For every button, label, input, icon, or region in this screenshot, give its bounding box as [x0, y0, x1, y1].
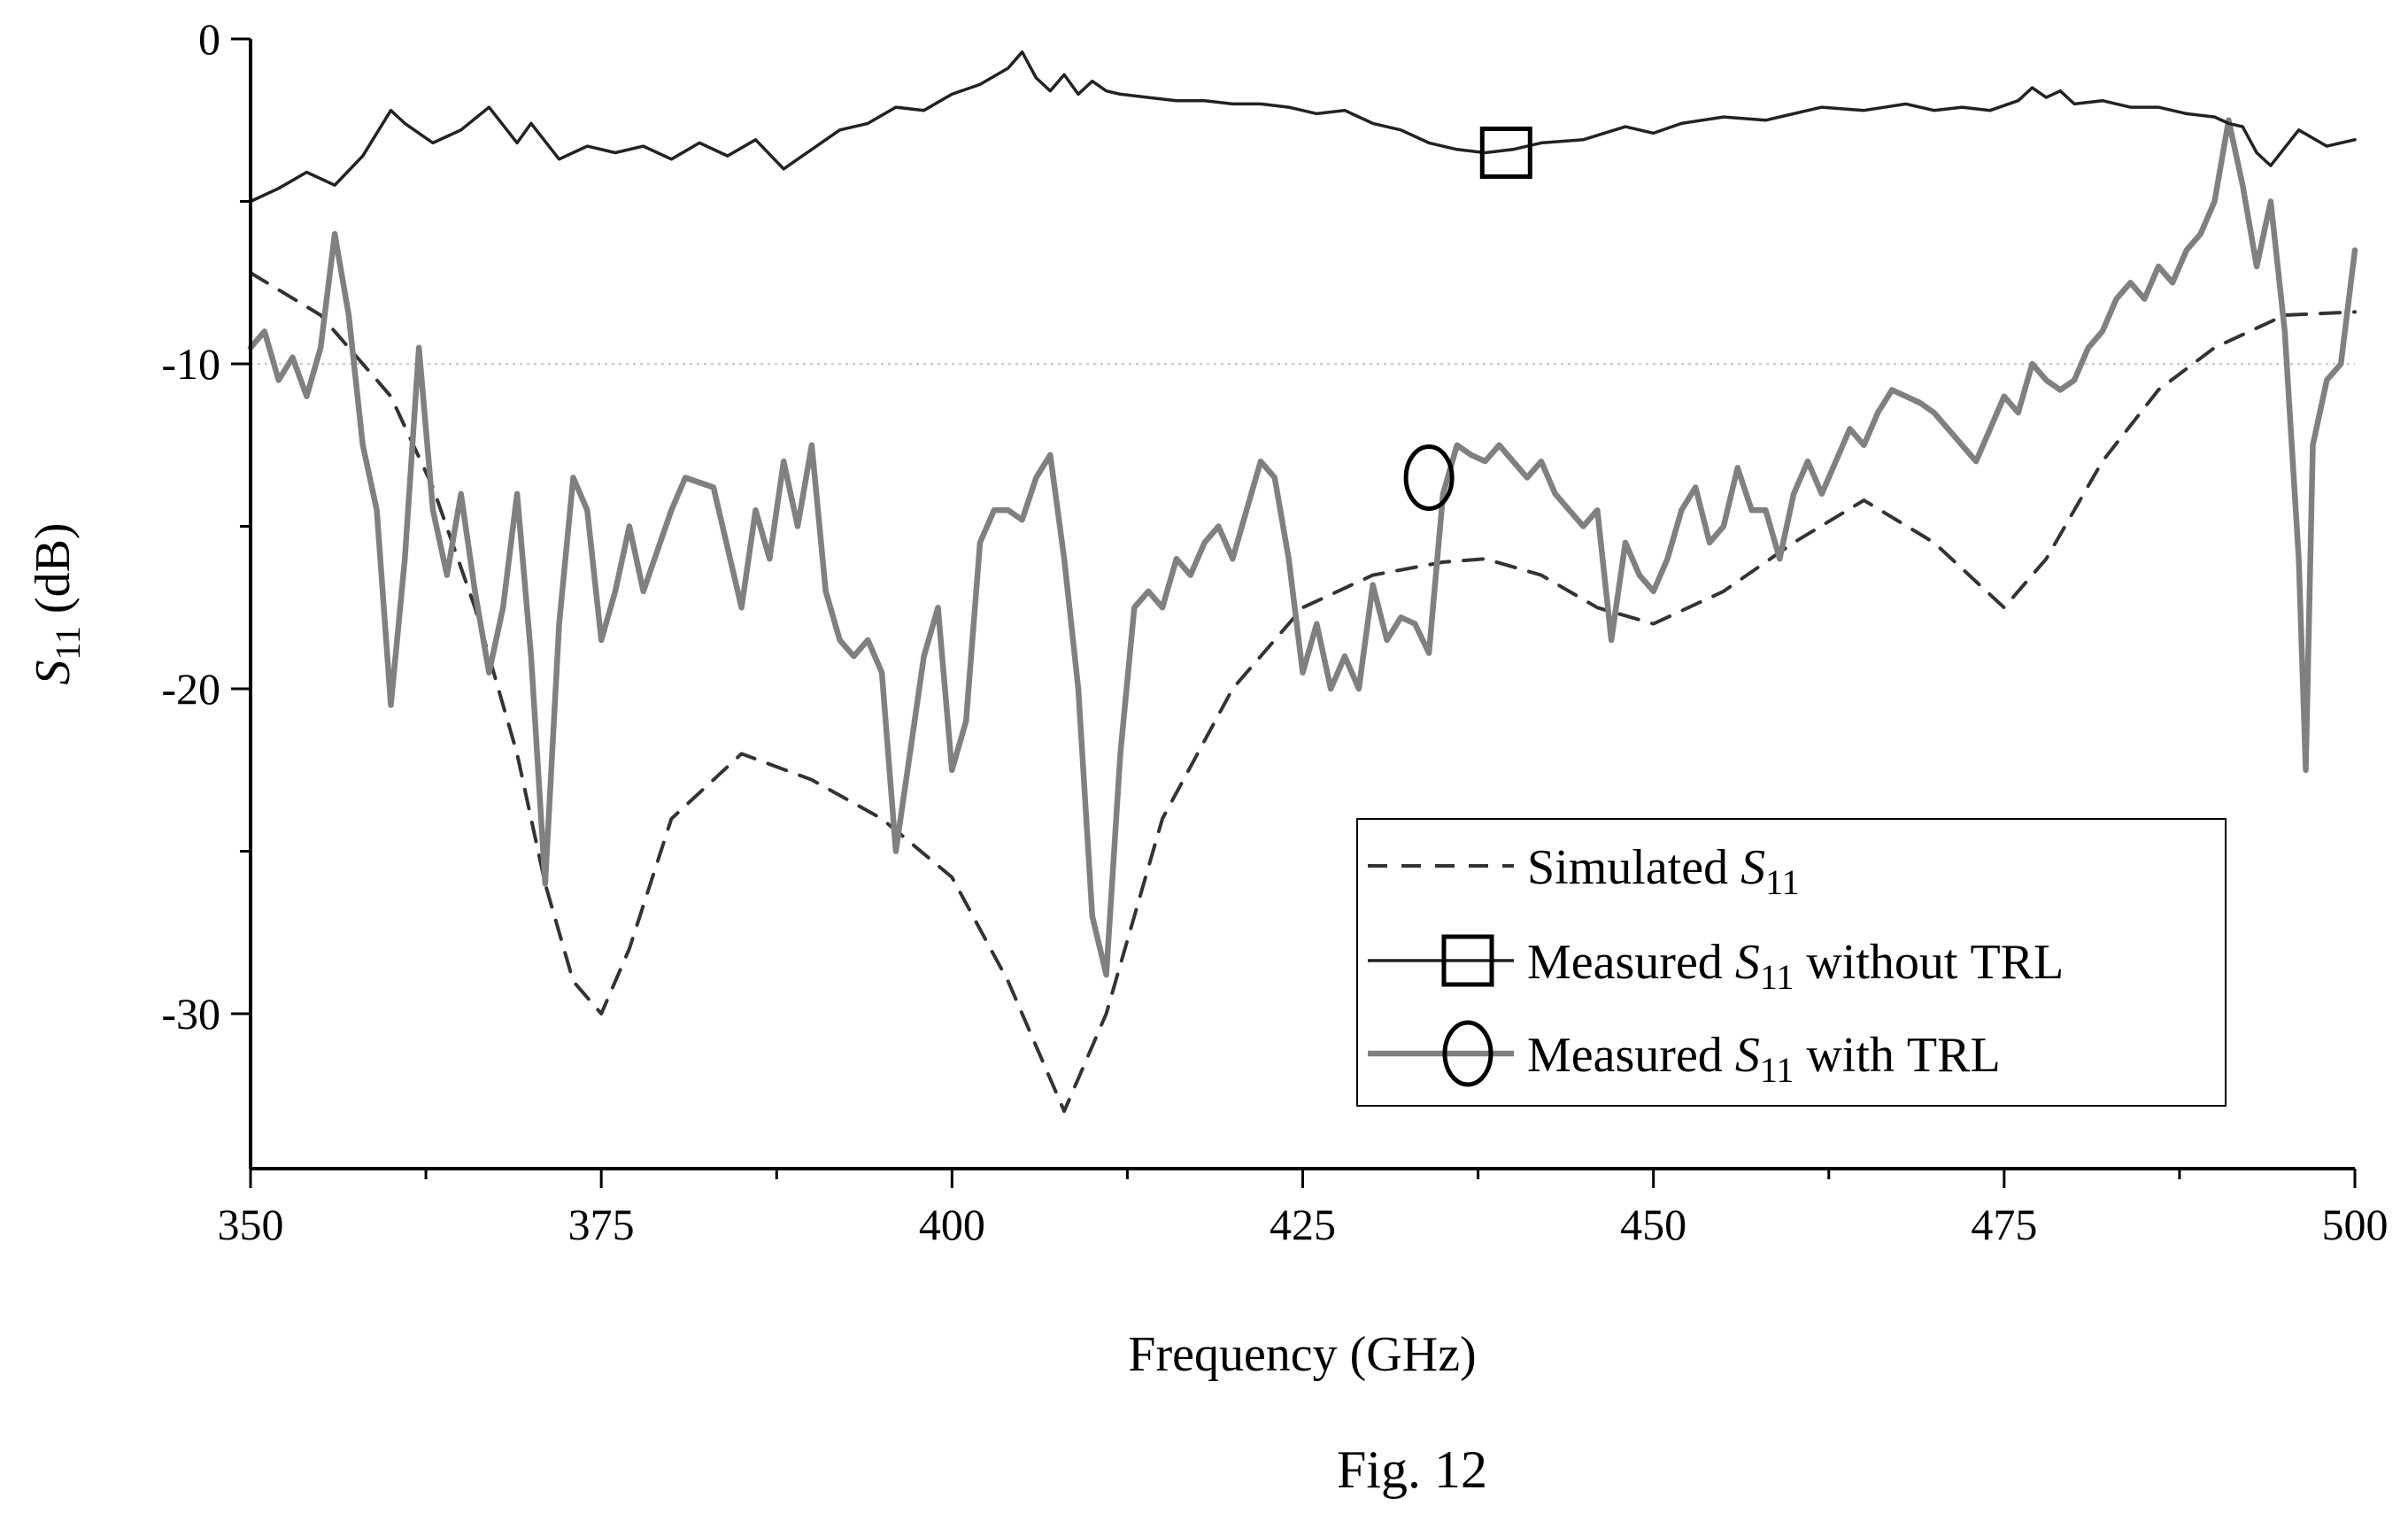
- series-line-1: [249, 50, 2357, 204]
- legend-box: [1356, 818, 2227, 1107]
- x-axis-title: Frequency (GHz): [1128, 1327, 1476, 1382]
- y-axis-title: S11 (dB): [26, 522, 88, 684]
- x-tick-label: 375: [568, 1200, 635, 1249]
- series-markers: [1403, 126, 1532, 511]
- legend-label-suffix: with TRL: [1794, 1028, 2000, 1083]
- series-marker-1: [1479, 126, 1532, 179]
- y-axis-subscript: 11: [48, 626, 88, 660]
- x-tick-label: 450: [1620, 1200, 1686, 1249]
- legend-label-symbol: S: [1735, 1028, 1760, 1083]
- legend-label-2: Measured S11 with TRL: [1527, 1028, 2001, 1090]
- legend-label-subscript: 11: [1760, 957, 1794, 997]
- x-tick-label: 500: [2322, 1200, 2389, 1249]
- legend-label-subscript: 11: [1765, 862, 1800, 902]
- x-tick-label: 400: [919, 1200, 985, 1249]
- series-marker-2: [1403, 444, 1455, 511]
- legend-label-symbol: S: [1740, 840, 1765, 895]
- legend-label-0: Simulated S11: [1527, 840, 1800, 902]
- legend-marker-2: [1442, 1020, 1493, 1087]
- legend-marker-1: [1441, 934, 1494, 987]
- y-tick-label: -20: [161, 664, 220, 714]
- legend-label-prefix: Simulated: [1527, 840, 1740, 895]
- y-tick-label: -10: [161, 339, 220, 389]
- x-tick-label: 350: [218, 1200, 284, 1249]
- legend-label-1: Measured S11 without TRL: [1527, 935, 2064, 997]
- ticks: 350 375 400 425 450 475 500 0 -10 -20 -30: [161, 14, 2388, 1249]
- series-line-0: [249, 271, 2357, 1114]
- x-tick-label: 475: [1971, 1200, 2037, 1249]
- y-tick-label: 0: [198, 14, 220, 64]
- series-lines: [247, 50, 2358, 1114]
- series-line-2: [247, 117, 2358, 978]
- y-axis-symbol: S: [26, 660, 81, 685]
- legend-label-suffix: without TRL: [1794, 935, 2064, 990]
- y-tick-label: -30: [161, 989, 220, 1038]
- legend-label-prefix: Measured: [1527, 1028, 1735, 1083]
- legend-label-prefix: Measured: [1527, 935, 1735, 990]
- legend-label-subscript: 11: [1760, 1050, 1794, 1090]
- figure-caption: Fig. 12: [1337, 1440, 1487, 1499]
- legend-label-symbol: S: [1735, 935, 1760, 990]
- x-tick-label: 425: [1270, 1200, 1336, 1249]
- y-axis-unit: (dB): [26, 522, 81, 626]
